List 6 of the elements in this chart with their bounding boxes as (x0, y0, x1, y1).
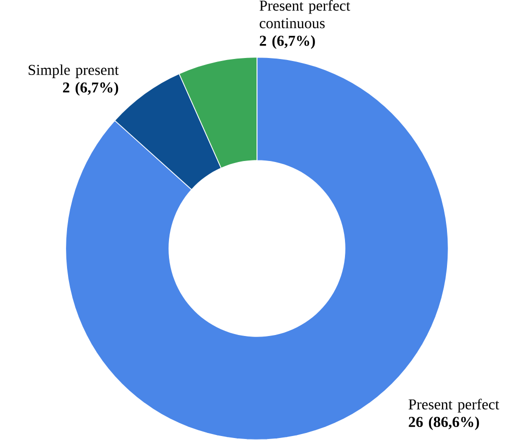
data-label: 26 (86,6%) (408, 416, 479, 430)
slice-label: Present perfect (408, 398, 500, 412)
slice-label: Simple present (28, 64, 119, 78)
slice-label: Present perfect continuous (260, 0, 350, 28)
data-label: 2 (6,7%) (260, 35, 315, 49)
data-label: 2 (6,7%) (63, 82, 118, 96)
